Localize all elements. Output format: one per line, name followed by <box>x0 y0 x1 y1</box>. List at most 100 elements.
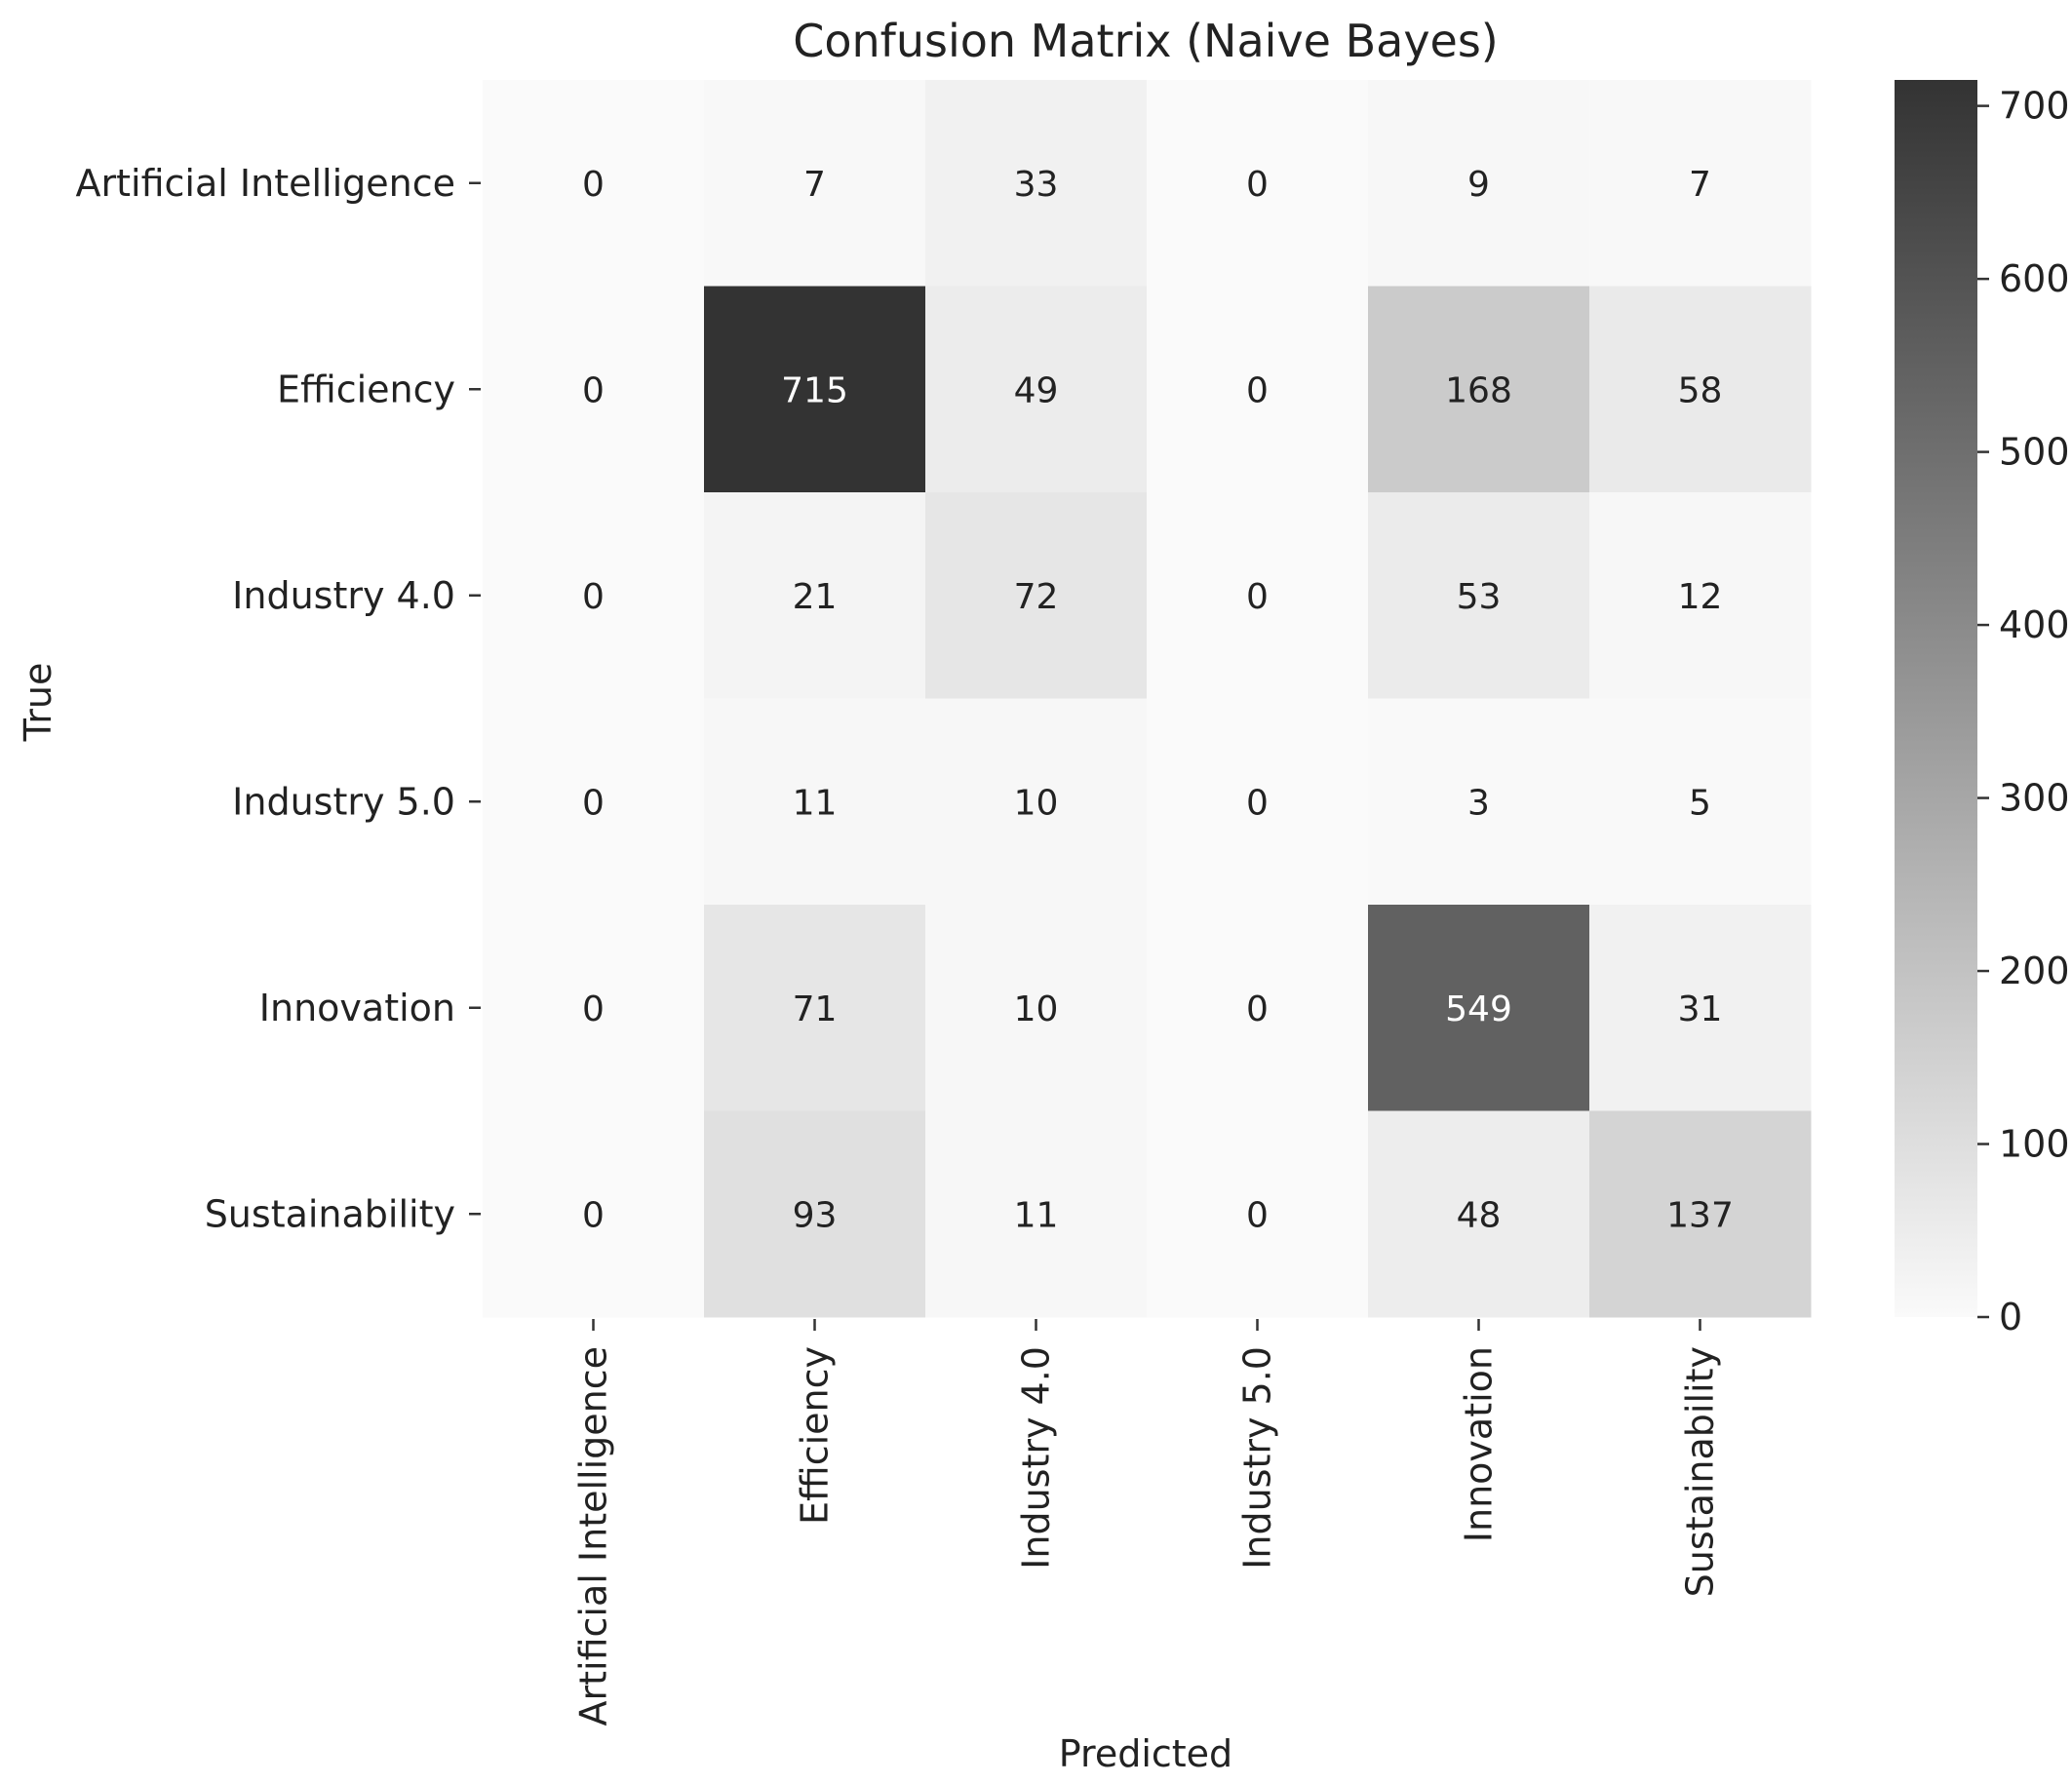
x-tick-label: Industry 4.0 <box>1015 1346 1058 1570</box>
heatmap-cell <box>1368 905 1590 1111</box>
heatmap-cell <box>483 1110 705 1318</box>
colorbar-tick-label: 300 <box>1999 777 2070 820</box>
colorbar-tick-label: 600 <box>1999 257 2070 300</box>
heatmap-cell <box>1589 905 1812 1111</box>
colorbar: 0 100 200 300 400 500 600 700 <box>1895 80 2070 1338</box>
heatmap-cell <box>1589 80 1812 287</box>
cell-value-label: 53 <box>1457 577 1502 617</box>
y-axis-ticks: Artificial Intelligence Efficiency Industr… <box>76 162 481 1235</box>
cell-value-label: 0 <box>1246 165 1269 205</box>
cell-value-label: 11 <box>1014 1195 1059 1235</box>
cell-value-label: 9 <box>1467 165 1490 205</box>
cell-value-label: 10 <box>1014 783 1059 823</box>
colorbar-tick-label: 400 <box>1999 603 2070 646</box>
cell-value-label: 137 <box>1666 1195 1734 1235</box>
heatmap-cell <box>1589 286 1812 493</box>
heatmap-cell <box>1368 286 1590 493</box>
cell-value-label: 11 <box>793 783 838 823</box>
x-axis-ticks: Artificial Intelligence Efficiency Industr… <box>572 1319 1722 1726</box>
cell-value-label: 0 <box>582 989 605 1029</box>
cell-value-label: 7 <box>1689 165 1711 205</box>
cell-value-label: 3 <box>1467 783 1490 823</box>
heatmap-cell <box>925 905 1148 1111</box>
cell-value-label: 0 <box>1246 989 1269 1029</box>
heatmap-cell <box>704 492 926 699</box>
heatmap-cell <box>1368 80 1590 287</box>
heatmap-cell <box>1368 698 1590 906</box>
heatmap-cell <box>1368 492 1590 699</box>
cell-value-label: 58 <box>1678 370 1723 410</box>
cell-value-label: 0 <box>582 577 605 617</box>
heatmap-cell <box>483 492 705 699</box>
heatmap-cell <box>1147 1110 1369 1318</box>
y-tick-label: Industry 5.0 <box>232 780 455 823</box>
cell-value-label: 5 <box>1689 783 1711 823</box>
y-tick-label: Efficiency <box>277 368 455 410</box>
heatmap-cell <box>1147 492 1369 699</box>
y-tick-label: Sustainability <box>205 1192 455 1235</box>
cell-value-label: 12 <box>1678 577 1723 617</box>
x-tick-label: Innovation <box>1458 1346 1501 1542</box>
heatmap-cell <box>1589 492 1812 699</box>
heatmap-cell <box>925 492 1148 699</box>
heatmap-cell <box>925 80 1148 287</box>
heatmap-cell <box>1147 80 1369 287</box>
heatmap-cell <box>483 905 705 1111</box>
x-tick-label: Artificial Intelligence <box>572 1346 615 1726</box>
cell-value-label: 0 <box>1246 370 1269 410</box>
colorbar-tick-label: 0 <box>1999 1296 2022 1338</box>
heatmap-cell <box>483 286 705 493</box>
colorbar-gradient <box>1895 80 1977 1317</box>
cell-value-label: 715 <box>781 370 848 410</box>
heatmap-cells <box>483 80 1812 1318</box>
colorbar-tick-label: 700 <box>1999 85 2070 128</box>
heatmap-cell <box>1147 905 1369 1111</box>
x-tick-label: Sustainability <box>1679 1346 1722 1597</box>
y-axis-label: True <box>17 663 59 743</box>
heatmap-cell <box>704 698 926 906</box>
colorbar-tick-label: 100 <box>1999 1123 2070 1166</box>
cell-value-label: 93 <box>793 1195 838 1235</box>
x-axis-label: Predicted <box>1059 1732 1232 1775</box>
heatmap-cell <box>925 286 1148 493</box>
heatmap-cell <box>704 905 926 1111</box>
cell-value-label: 0 <box>582 370 605 410</box>
cell-value-label: 21 <box>793 577 838 617</box>
cell-value-label: 31 <box>1678 989 1723 1029</box>
heatmap-cell <box>1589 1110 1812 1318</box>
heatmap-cell <box>925 1110 1148 1318</box>
heatmap-cell <box>483 80 705 287</box>
x-tick-label: Efficiency <box>794 1346 837 1525</box>
cell-value-label: 0 <box>582 783 605 823</box>
y-tick-label: Innovation <box>259 987 455 1029</box>
heatmap-cell <box>704 1110 926 1318</box>
heatmap-cell <box>483 698 705 906</box>
x-tick-label: Industry 5.0 <box>1236 1346 1279 1570</box>
heatmap-cell <box>704 80 926 287</box>
heatmap-cell <box>1589 698 1812 906</box>
y-tick-label: Artificial Intelligence <box>76 162 455 205</box>
cell-value-label: 72 <box>1014 577 1059 617</box>
cell-value-label: 7 <box>803 165 826 205</box>
heatmap-cell <box>1147 698 1369 906</box>
colorbar-tick-label: 200 <box>1999 950 2070 992</box>
heatmap-cell <box>1368 1110 1590 1318</box>
heatmap-cell <box>704 286 926 493</box>
y-tick-label: Industry 4.0 <box>232 574 455 617</box>
heatmap-cell <box>925 698 1148 906</box>
cell-value-label: 0 <box>1246 783 1269 823</box>
cell-value-label: 48 <box>1457 1195 1502 1235</box>
heatmap-cell <box>1147 286 1369 493</box>
heatmap-cell-labels: 0 7 33 0 9 70 715 49 0 168 580 21 72 0 53 120 11 10 0 3 50 71… <box>582 165 1734 1236</box>
cell-value-label: 168 <box>1445 370 1512 410</box>
cell-value-label: 0 <box>582 165 605 205</box>
cell-value-label: 549 <box>1445 989 1512 1029</box>
cell-value-label: 0 <box>582 1195 605 1235</box>
cell-value-label: 71 <box>793 989 838 1029</box>
colorbar-tick-label: 500 <box>1999 431 2070 474</box>
cell-value-label: 0 <box>1246 1195 1269 1235</box>
cell-value-label: 10 <box>1014 989 1059 1029</box>
cell-value-label: 49 <box>1014 370 1059 410</box>
cell-value-label: 33 <box>1014 165 1059 205</box>
